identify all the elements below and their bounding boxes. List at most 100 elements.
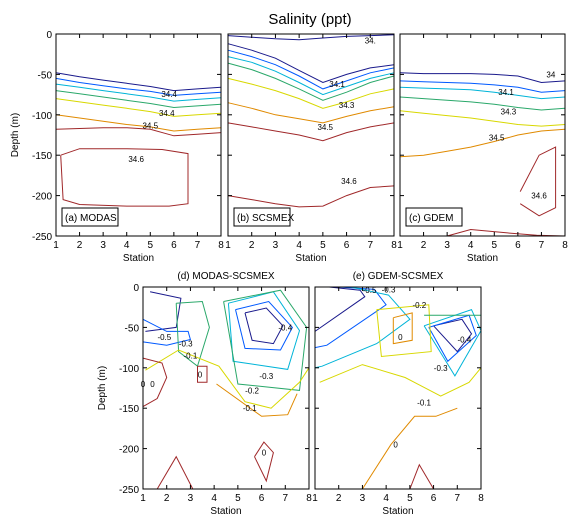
contour-line-1 (399, 72, 566, 84)
contour-line-6 (227, 77, 395, 109)
x-axis-label: Station (123, 253, 154, 264)
x-tick-label: 4 (383, 493, 389, 504)
x-tick-label: 1 (225, 240, 231, 251)
contour-line-1 (145, 291, 182, 332)
y-tick-label: -50 (38, 70, 53, 81)
x-tick-label: 7 (455, 493, 461, 504)
contour-line-5 (314, 286, 411, 369)
contour-line-2 (55, 77, 222, 96)
contour-label-1: 34.4 (161, 90, 177, 99)
contour-label-3: -0.3 (382, 285, 396, 294)
contour-label-9: -0.1 (243, 404, 257, 413)
y-tick-label: -100 (32, 111, 52, 122)
panel-title: (d) MODAS-SCSMEX (177, 271, 275, 282)
x-tick-label: 2 (164, 493, 170, 504)
x-tick-label: 8 (391, 240, 397, 251)
contour-line-1 (314, 286, 366, 332)
plot-frame (55, 33, 222, 237)
x-axis-label: Station (210, 506, 241, 517)
plot-frame (399, 33, 566, 237)
contour-line-5 (399, 110, 566, 127)
contour-line-6 (399, 128, 566, 158)
x-tick-label: 5 (407, 493, 413, 504)
contour-label-7: 0 (398, 333, 403, 342)
contour-line-6 (55, 114, 222, 132)
y-tick-label: -200 (119, 445, 139, 456)
x-tick-label: 1 (312, 493, 318, 504)
x-tick-label: 4 (468, 240, 474, 251)
chart-panel-1: 34.434.434.534.61 2 3 4 5 6 7 80-50-100-150-200… (10, 30, 224, 264)
figure-title: Salinity (ppt) (268, 11, 351, 28)
contour-label-2: 34.1 (498, 88, 514, 97)
contour-label-4: 34.4 (159, 109, 175, 118)
x-tick-label: 2 (336, 493, 342, 504)
plot-frame (142, 286, 310, 490)
contour-label-5: -0.2 (412, 301, 426, 310)
contour-line-7 (227, 102, 395, 124)
panel-label-box (233, 207, 291, 227)
x-tick-label: 3 (444, 240, 450, 251)
contour-line-3 (314, 286, 387, 349)
contour-line-10 (319, 364, 482, 397)
contour-label-3: -0.4 (278, 323, 292, 332)
contour-label-7: -0.2 (245, 386, 259, 395)
y-tick-label: -150 (32, 151, 52, 162)
x-tick-label: 2 (77, 240, 83, 251)
x-tick-label: 7 (368, 240, 374, 251)
x-tick-label: 8 (562, 240, 568, 251)
contour-line-6 (423, 308, 482, 377)
y-tick-label: -100 (119, 364, 139, 375)
contour-label-6: 34.5 (489, 133, 505, 142)
contour-label-6: 34.3 (339, 101, 355, 110)
contour-line-3 (227, 49, 395, 90)
x-tick-label: 3 (100, 240, 106, 251)
contour-line-4 (142, 318, 192, 346)
x-tick-label: 6 (515, 240, 521, 251)
x-axis-label: Station (295, 253, 326, 264)
panel-label: (a) MODAS (65, 213, 117, 224)
x-tick-label: 6 (171, 240, 177, 251)
panel-label: (b) SCSMEX (237, 213, 295, 224)
contour-label-1: -0.5 (363, 286, 377, 295)
contour-line-11 (197, 365, 208, 383)
panel-label: (c) GDEM (409, 213, 453, 224)
x-tick-label: 6 (344, 240, 350, 251)
contour-label-6: -0.3 (434, 364, 448, 373)
contour-line-4 (227, 56, 395, 96)
x-tick-label: 1 (397, 240, 403, 251)
contour-line-1 (227, 34, 395, 41)
contour-label-1: -0.5 (157, 333, 171, 342)
panel-label-box (405, 207, 463, 227)
contour-line-8 (145, 349, 310, 409)
contour-line-2 (433, 318, 473, 353)
contour-line-3 (55, 83, 222, 102)
contour-label-3: 34.1 (329, 80, 345, 89)
x-tick-label: 3 (273, 240, 279, 251)
y-tick-label: -250 (119, 485, 139, 496)
x-tick-label: 4 (124, 240, 130, 251)
x-tick-label: 8 (306, 493, 312, 504)
chart-panel-5: -0.5 -0.3 -0.4 -0.2 -0.3 0 -0.1 0 1 2 3 4 5 6 7 8 Statio… (312, 271, 484, 517)
y-tick-label: 0 (133, 283, 139, 294)
x-tick-label: 2 (249, 240, 255, 251)
contour-line-7 (392, 312, 413, 345)
contour-line-8 (60, 148, 189, 207)
contour-line-12 (409, 463, 435, 490)
y-tick-label: -250 (32, 232, 52, 243)
contour-line-12 (254, 441, 274, 483)
contour-line-1 (55, 72, 222, 92)
x-tick-label: 4 (211, 493, 217, 504)
x-tick-label: 8 (478, 493, 484, 504)
plot-frame (314, 286, 482, 490)
contour-line-4 (55, 90, 222, 109)
contour-label-12: 0 (262, 449, 267, 458)
contour-line-10 (142, 357, 168, 408)
contour-line-2 (227, 43, 395, 84)
x-tick-label: 4 (296, 240, 302, 251)
x-tick-label: 5 (320, 240, 326, 251)
contour-line-7 (519, 146, 557, 217)
contour-line-11 (361, 407, 458, 490)
contour-label-1: 34 (546, 70, 555, 79)
contour-line-8 (227, 122, 395, 142)
